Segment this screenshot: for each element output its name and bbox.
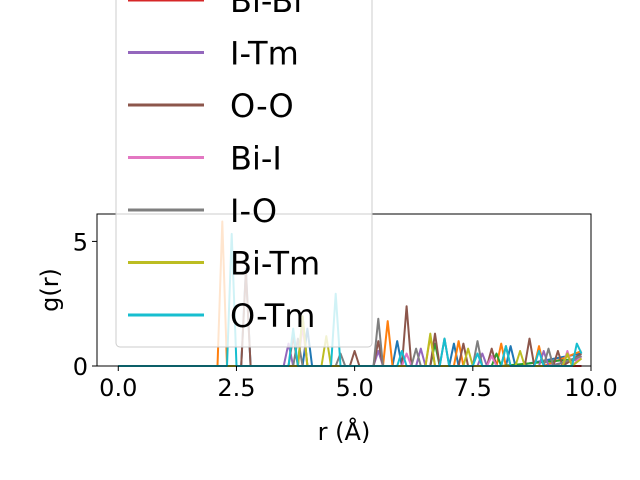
legend-label: O-O [230,87,294,125]
legend-label: Bi-Tm [230,245,320,283]
legend-label: Bi-I [230,140,282,178]
legend: Bi-Bi I-Tm O-O Bi-I I-O Bi-Tm O-Tm [115,0,373,348]
y-tick-label: 0 [73,353,88,381]
x-axis: 0.0 2.5 5.0 7.5 10.0 [99,366,618,402]
legend-label: I-O [230,192,277,230]
legend-label: O-Tm [230,297,315,335]
x-axis-label: r (Å) [318,417,371,446]
legend-box [115,0,373,348]
series-line [118,342,582,367]
y-axis: 05 [73,228,97,381]
x-tick-label: 10.0 [564,374,617,402]
x-tick-label: 7.5 [454,374,492,402]
legend-label: Bi-Bi [230,0,302,20]
x-tick-label: 5.0 [336,374,374,402]
legend-label: I-Tm [230,35,299,73]
y-axis-label: g(r) [36,268,64,312]
x-tick-label: 0.0 [99,374,137,402]
y-tick-label: 5 [73,228,88,256]
x-tick-label: 2.5 [217,374,255,402]
